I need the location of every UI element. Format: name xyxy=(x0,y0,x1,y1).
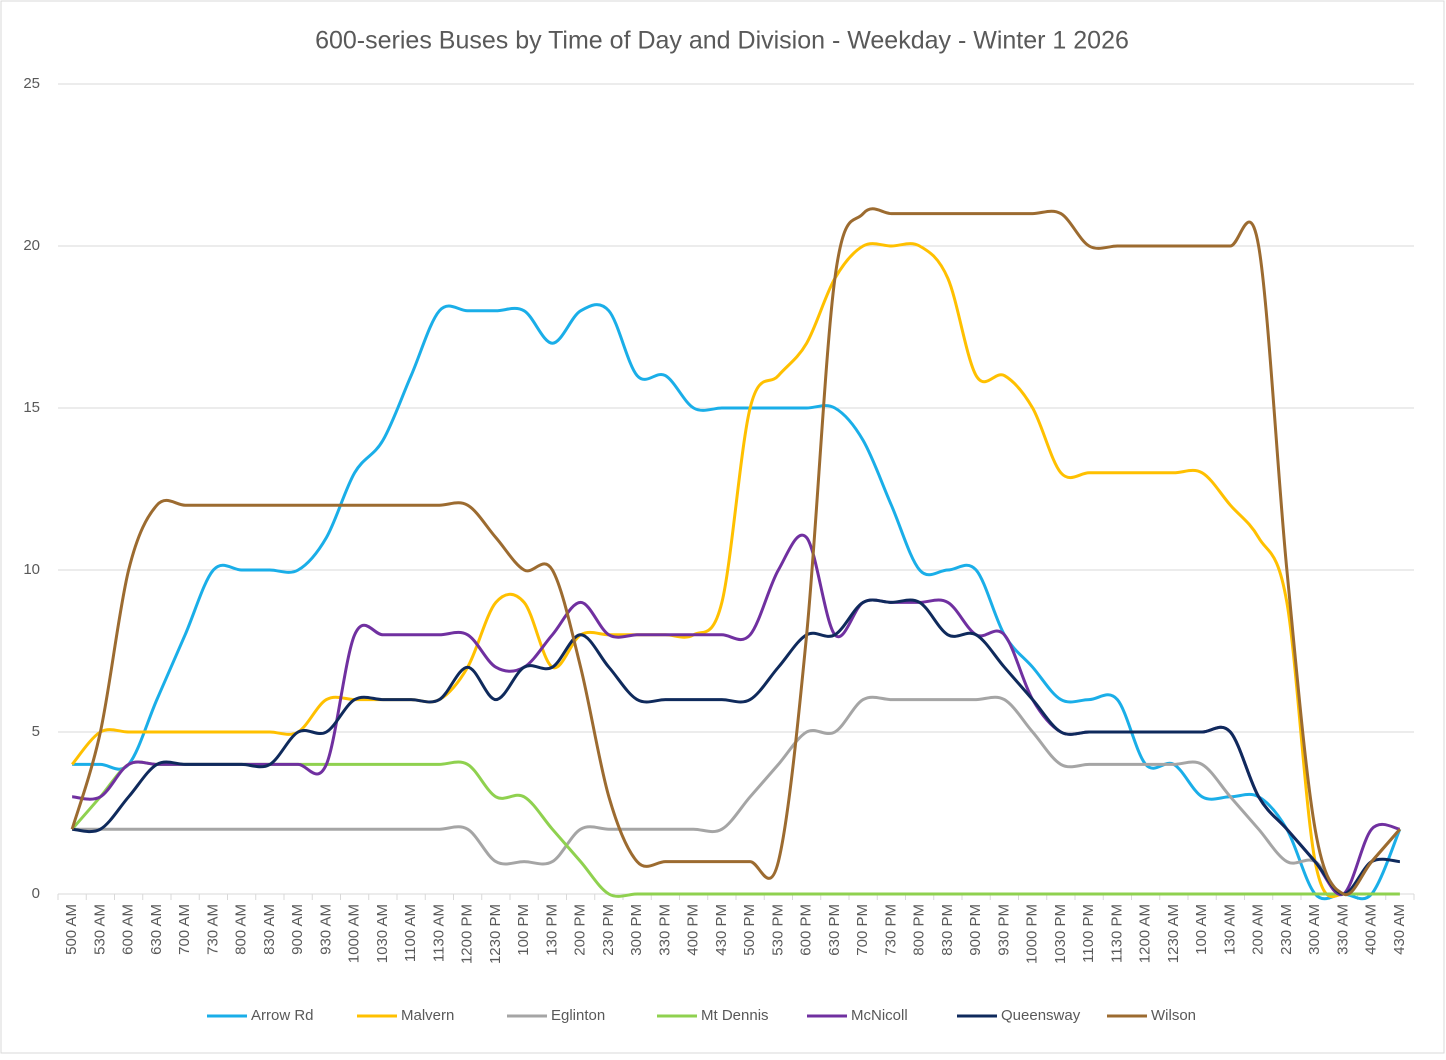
x-tick-label: 1100 AM xyxy=(402,904,419,962)
legend-label: McNicoll xyxy=(851,1007,908,1024)
x-tick-label: 230 AM xyxy=(1278,904,1295,955)
y-tick-label: 20 xyxy=(23,237,40,254)
x-tick-label: 700 AM xyxy=(176,904,193,955)
legend-label: Queensway xyxy=(1001,1007,1081,1024)
x-tick-label: 900 AM xyxy=(289,904,306,955)
x-tick-label: 1130 AM xyxy=(430,904,447,962)
x-tick-label: 1000 PM xyxy=(1024,904,1041,964)
x-tick-label: 200 PM xyxy=(572,904,589,956)
x-tick-label: 300 PM xyxy=(628,904,645,956)
x-tick-label: 1200 AM xyxy=(1137,904,1154,963)
x-tick-label: 230 PM xyxy=(600,904,617,956)
x-tick-label: 500 AM xyxy=(63,904,80,955)
x-tick-label: 730 AM xyxy=(204,904,221,955)
x-tick-label: 1030 AM xyxy=(374,904,391,963)
legend-label: Wilson xyxy=(1151,1007,1196,1024)
x-tick-label: 930 AM xyxy=(317,904,334,955)
legend-label: Malvern xyxy=(401,1007,454,1024)
x-tick-label: 1100 PM xyxy=(1080,904,1097,963)
series-line xyxy=(70,207,1402,897)
legend-label: Eglinton xyxy=(551,1007,605,1024)
x-tick-label: 100 PM xyxy=(515,904,532,956)
x-tick-label: 600 AM xyxy=(120,904,137,955)
y-tick-label: 25 xyxy=(23,75,40,92)
x-tick-label: 200 AM xyxy=(1250,904,1267,955)
legend-label: Arrow Rd xyxy=(251,1007,314,1024)
series-line xyxy=(71,598,1401,896)
x-tick-label: 130 PM xyxy=(543,904,560,956)
x-tick-label: 100 AM xyxy=(1193,904,1210,955)
x-tick-label: 330 PM xyxy=(656,904,673,956)
chart-title: 600-series Buses by Time of Day and Divi… xyxy=(315,27,1129,55)
x-tick-label: 130 AM xyxy=(1221,904,1238,955)
legend-label: Mt Dennis xyxy=(701,1007,769,1024)
x-tick-label: 630 PM xyxy=(826,904,843,956)
x-tick-label: 400 PM xyxy=(685,904,702,956)
x-tick-label: 800 PM xyxy=(911,904,928,956)
x-tick-label: 930 PM xyxy=(995,904,1012,956)
y-tick-label: 10 xyxy=(23,561,40,578)
x-tick-label: 330 AM xyxy=(1334,904,1351,955)
x-tick-label: 830 AM xyxy=(261,904,278,955)
x-tick-label: 1000 AM xyxy=(346,904,363,963)
x-tick-label: 1230 AM xyxy=(1165,904,1182,963)
x-tick-label: 730 PM xyxy=(882,904,899,956)
x-tick-label: 530 PM xyxy=(769,904,786,956)
x-tick-label: 700 PM xyxy=(854,904,871,956)
x-tick-label: 1130 PM xyxy=(1108,904,1125,963)
x-tick-label: 500 PM xyxy=(741,904,758,956)
x-tick-label: 1230 PM xyxy=(487,904,504,964)
x-tick-label: 430 AM xyxy=(1391,904,1408,955)
y-tick-label: 0 xyxy=(32,885,40,902)
x-tick-label: 530 AM xyxy=(91,904,108,955)
x-tick-label: 1030 PM xyxy=(1052,904,1069,964)
x-tick-label: 1200 PM xyxy=(459,904,476,964)
x-tick-label: 400 AM xyxy=(1363,904,1380,955)
x-tick-label: 600 PM xyxy=(798,904,815,956)
y-tick-label: 15 xyxy=(23,399,40,416)
x-tick-label: 800 AM xyxy=(233,904,250,955)
x-tick-label: 430 PM xyxy=(713,904,730,956)
series-line xyxy=(70,242,1402,898)
x-tick-label: 630 AM xyxy=(148,904,165,955)
series-line xyxy=(72,695,1402,896)
x-tick-label: 830 PM xyxy=(939,904,956,956)
y-tick-label: 5 xyxy=(32,723,40,740)
x-tick-label: 900 PM xyxy=(967,904,984,956)
x-tick-label: 300 AM xyxy=(1306,904,1323,955)
